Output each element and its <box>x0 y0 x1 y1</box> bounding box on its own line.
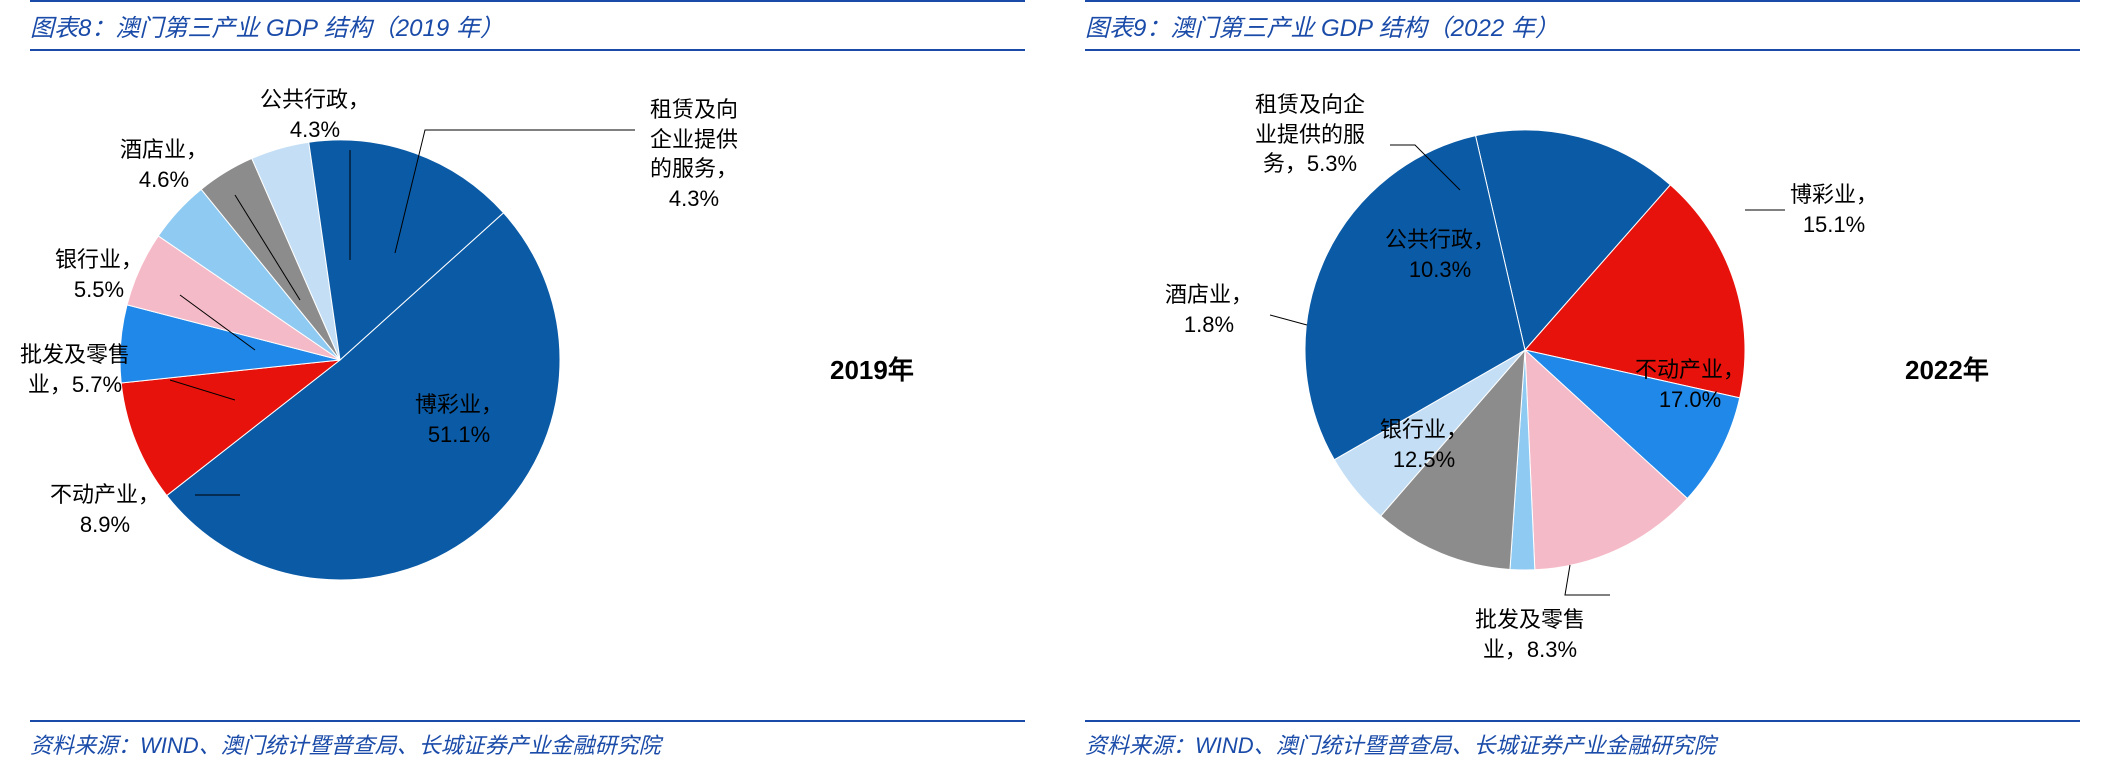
slice-label: 银行业， 5.5% <box>55 245 143 304</box>
pie-chart <box>1305 130 1745 570</box>
slice-label: 不动产业， 17.0% <box>1635 355 1745 414</box>
slice-label: 博彩业， 15.1% <box>1790 180 1878 239</box>
chart-area-right: 博彩业， 15.1% 不动产业， 17.0% 批发及零售 业，8.3% 银行业， 12… <box>1085 50 2080 710</box>
source-right: 资料来源：WIND、澳门统计暨普查局、长城证券产业金融研究院 <box>1085 720 2080 760</box>
year-label: 2019年 <box>830 350 914 387</box>
slice-label: 公共行政， 10.3% <box>1385 225 1495 284</box>
slice-label: 批发及零售 业，5.7% <box>20 340 130 399</box>
chart-title-left: 图表8：澳门第三产业 GDP 结构（2019 年） <box>30 0 1025 51</box>
slice-label: 酒店业， 4.6% <box>120 135 208 194</box>
chart-title-right: 图表9：澳门第三产业 GDP 结构（2022 年） <box>1085 0 2080 51</box>
right-panel: 图表9：澳门第三产业 GDP 结构（2022 年） 博彩业， 15.1% 不动产业… <box>1055 0 2110 770</box>
slice-label: 批发及零售 业，8.3% <box>1475 605 1585 664</box>
left-panel: 图表8：澳门第三产业 GDP 结构（2019 年） 博彩业， 51.1% 不动产业… <box>0 0 1055 770</box>
year-label: 2022年 <box>1905 350 1989 387</box>
slice-label: 租赁及向企 业提供的服 务，5.3% <box>1255 90 1365 179</box>
leader-line <box>1270 315 1307 325</box>
source-left: 资料来源：WIND、澳门统计暨普查局、长城证券产业金融研究院 <box>30 720 1025 760</box>
slice-label: 不动产业， 8.9% <box>50 480 160 539</box>
slice-label: 博彩业， 51.1% <box>415 390 503 449</box>
slice-label: 酒店业， 1.8% <box>1165 280 1253 339</box>
slice-label: 租赁及向 企业提供 的服务， 4.3% <box>650 95 738 214</box>
pie-chart <box>120 140 560 580</box>
chart-area-left: 博彩业， 51.1%不动产业， 8.9%批发及零售 业，5.7%银行业， 5.5… <box>30 50 1025 710</box>
slice-label: 银行业， 12.5% <box>1380 415 1468 474</box>
slice-label: 公共行政， 4.3% <box>260 85 370 144</box>
